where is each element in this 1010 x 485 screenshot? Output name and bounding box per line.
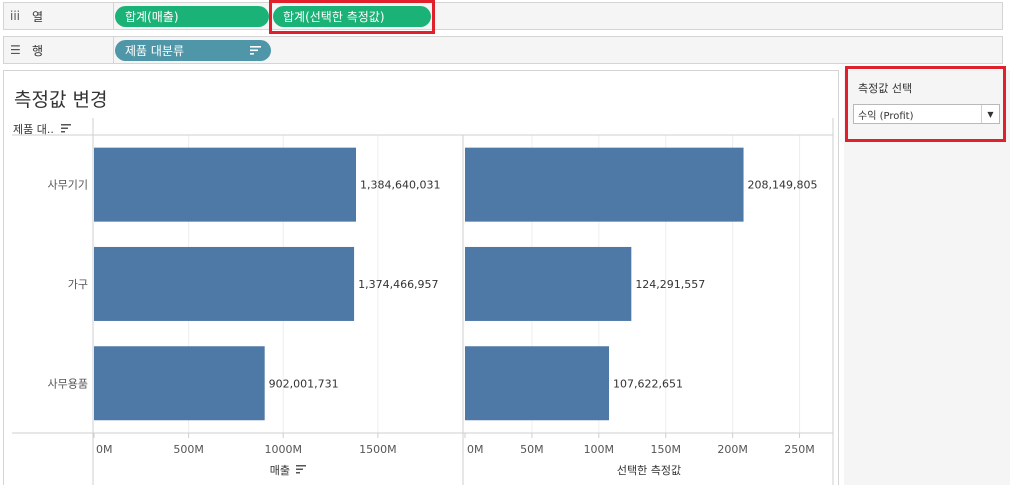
tick-label: 1500M [359, 443, 397, 456]
axis-title: 매출 [270, 464, 290, 477]
tick-label: 500M [173, 443, 204, 456]
category-label: 사무용품 [48, 377, 88, 390]
parameter-select-value: 수익 (Profit) [858, 110, 914, 122]
rows-shelf: ☰ 행 제품 대분류 [3, 36, 1003, 64]
row-header-sort-icon[interactable] [61, 124, 71, 133]
category-label: 사무기기 [48, 179, 88, 192]
chevron-down-icon[interactable]: ▼ [981, 105, 999, 123]
rows-shelf-label: ☰ 행 [4, 37, 114, 63]
pill-sum-sales[interactable]: 합계(매출) [115, 6, 269, 27]
highlight-box-pill [269, 0, 435, 34]
tick-label: 200M [717, 443, 748, 456]
sort-icon[interactable] [250, 45, 261, 55]
data-label: 1,374,466,957 [358, 278, 438, 291]
tick-label: 250M [784, 443, 815, 456]
pill-sum-selected-measure[interactable]: 합계(선택한 측정값) [273, 6, 431, 27]
tick-label: 100M [584, 443, 615, 456]
pill-sum-selected-measure-label: 합계(선택한 측정값) [283, 10, 385, 24]
bar[interactable] [94, 246, 355, 321]
parameter-select[interactable]: 수익 (Profit) ▼ [853, 104, 1000, 124]
data-label: 902,001,731 [269, 377, 339, 390]
bar[interactable] [94, 147, 357, 222]
columns-icon: iii [10, 9, 21, 23]
bar[interactable] [465, 147, 744, 222]
columns-label: 열 [32, 9, 44, 24]
tick-label: 0M [96, 443, 113, 456]
row-header-label: 제품 대.. [13, 123, 54, 136]
bar[interactable] [465, 346, 610, 421]
bar[interactable] [94, 346, 265, 421]
parameter-title: 측정값 선택 [858, 82, 913, 95]
x-axis-sort-icon[interactable] [296, 465, 306, 474]
data-label: 208,149,805 [748, 179, 818, 192]
highlight-box-parameter [845, 66, 1006, 142]
data-label: 1,384,640,031 [360, 179, 440, 192]
data-label: 124,291,557 [635, 278, 705, 291]
sheet-title: 측정값 변경 [14, 89, 108, 111]
data-label: 107,622,651 [613, 377, 683, 390]
axis-title: 선택한 측정값 [617, 464, 681, 477]
pill-product-category[interactable]: 제품 대분류 [115, 40, 271, 61]
tick-label: 0M [467, 443, 484, 456]
tick-label: 50M [520, 443, 544, 456]
pill-sum-sales-label: 합계(매출) [125, 10, 179, 24]
bar[interactable] [465, 246, 632, 321]
category-label: 가구 [68, 278, 88, 291]
rows-icon: ☰ [10, 43, 21, 57]
tick-label: 150M [650, 443, 681, 456]
columns-shelf-label: iii 열 [4, 3, 114, 29]
columns-shelf: iii 열 합계(매출) 합계(선택한 측정값) [3, 2, 1003, 30]
tick-label: 1000M [264, 443, 302, 456]
pill-product-category-label: 제품 대분류 [125, 44, 185, 58]
rows-label: 행 [32, 43, 44, 58]
